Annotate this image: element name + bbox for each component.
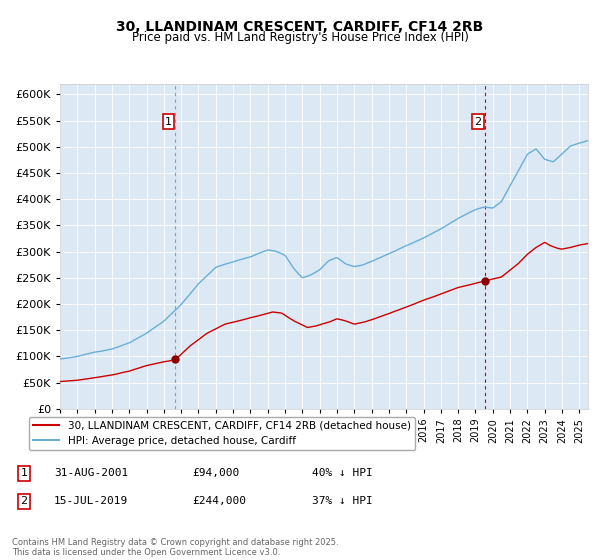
Text: 1: 1 [20, 468, 28, 478]
Text: 31-AUG-2001: 31-AUG-2001 [54, 468, 128, 478]
Text: 30, LLANDINAM CRESCENT, CARDIFF, CF14 2RB: 30, LLANDINAM CRESCENT, CARDIFF, CF14 2R… [116, 20, 484, 34]
Text: 2: 2 [475, 116, 481, 127]
Text: Contains HM Land Registry data © Crown copyright and database right 2025.
This d: Contains HM Land Registry data © Crown c… [12, 538, 338, 557]
Text: 15-JUL-2019: 15-JUL-2019 [54, 496, 128, 506]
Text: 40% ↓ HPI: 40% ↓ HPI [312, 468, 373, 478]
Legend: 30, LLANDINAM CRESCENT, CARDIFF, CF14 2RB (detached house), HPI: Average price, : 30, LLANDINAM CRESCENT, CARDIFF, CF14 2R… [29, 417, 415, 450]
Text: £94,000: £94,000 [192, 468, 239, 478]
Text: £244,000: £244,000 [192, 496, 246, 506]
Text: 2: 2 [20, 496, 28, 506]
Text: 1: 1 [165, 116, 172, 127]
Text: 37% ↓ HPI: 37% ↓ HPI [312, 496, 373, 506]
Text: Price paid vs. HM Land Registry's House Price Index (HPI): Price paid vs. HM Land Registry's House … [131, 31, 469, 44]
